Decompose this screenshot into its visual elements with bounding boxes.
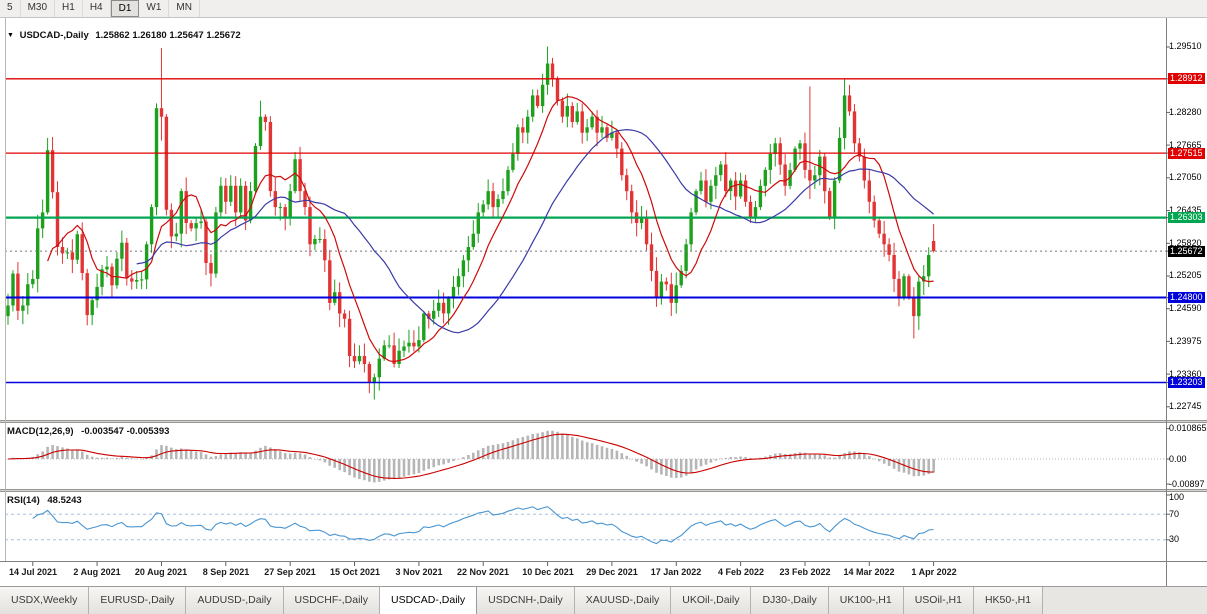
timeframe-toolbar: 5 M30 H1 H4 D1 W1 MN xyxy=(0,0,1207,18)
chart-tab-eurusd-daily[interactable]: EURUSD-,Daily xyxy=(89,587,187,614)
timeframe-button-d1[interactable]: D1 xyxy=(110,0,140,17)
date-axis-label: 14 Mar 2022 xyxy=(843,567,895,577)
chart-tab-audusd-daily[interactable]: AUDUSD-,Daily xyxy=(186,587,284,614)
chart-tab-xauusd-daily[interactable]: XAUUSD-,Daily xyxy=(574,587,672,614)
macd-values: -0.003547 -0.005393 xyxy=(81,426,170,437)
price-axis-label: 1.23203 xyxy=(1168,377,1205,388)
macd-axis-label: 0.010865 xyxy=(1169,423,1207,433)
date-axis-label: 14 Jul 2021 xyxy=(8,567,58,577)
date-axis-label: 1 Apr 2022 xyxy=(911,567,957,577)
price-axis-label: 1.27050 xyxy=(1169,172,1202,182)
macd-indicator-label: MACD(12,26,9) -0.003547 -0.005393 xyxy=(7,426,169,437)
price-axis[interactable]: 1.29510 1.28912 1.28280 1.27665 1.27515 1.270… xyxy=(1166,0,1207,586)
rsi-axis-label: 100 xyxy=(1169,492,1185,502)
timeframe-button-mn[interactable]: MN xyxy=(169,0,200,17)
timeframe-button-h1[interactable]: H1 xyxy=(55,0,83,17)
moving-averages xyxy=(47,95,934,363)
price-axis-label-bid: 1.25672 xyxy=(1168,246,1205,257)
chart-tab-hk50-h1[interactable]: HK50-,H1 xyxy=(973,587,1044,614)
date-axis-label: 17 Jan 2022 xyxy=(650,567,702,577)
date-axis-label: 27 Sep 2021 xyxy=(264,567,316,577)
date-axis-label: 4 Feb 2022 xyxy=(717,567,765,577)
rsi-axis-label: 30 xyxy=(1169,534,1180,544)
date-axis-label: 23 Feb 2022 xyxy=(779,567,831,577)
chart-tab-ukoil-daily[interactable]: UKOil-,Daily xyxy=(671,587,752,614)
date-axis-label: 15 Oct 2021 xyxy=(329,567,381,577)
price-axis-label: 1.23975 xyxy=(1169,336,1202,346)
chart-tab-usdchf-daily[interactable]: USDCHF-,Daily xyxy=(283,587,381,614)
candlestick-series xyxy=(6,46,936,400)
price-axis-label: 1.23360 xyxy=(1169,369,1202,379)
chart-ohlc-values: 1.25862 1.26180 1.25647 1.25672 xyxy=(95,30,241,41)
chart-title: ▼ USDCAD-,Daily 1.25862 1.26180 1.25647 … xyxy=(7,30,245,41)
price-axis-label: 1.25820 xyxy=(1169,238,1202,248)
rsi-indicator-label: RSI(14) 48.5243 xyxy=(7,495,82,506)
chart-tab-usdcad-daily[interactable]: USDCAD-,Daily xyxy=(380,587,478,614)
date-axis-label: 29 Dec 2021 xyxy=(586,567,638,577)
horizontal-level-lines[interactable] xyxy=(5,78,1166,384)
macd-axis-label: -0.00897 xyxy=(1169,479,1205,489)
macd-axis-label: 0.00 xyxy=(1169,454,1187,464)
macd-name: MACD(12,26,9) xyxy=(7,426,74,437)
price-axis-label: 1.24590 xyxy=(1169,303,1202,313)
macd-indicator xyxy=(5,430,1166,483)
date-axis-label: 2 Aug 2021 xyxy=(73,567,121,577)
price-axis-label: 1.28912 xyxy=(1168,73,1205,84)
date-axis-label: 3 Nov 2021 xyxy=(395,567,443,577)
chart-frame xyxy=(0,18,1207,586)
price-axis-label: 1.26435 xyxy=(1169,205,1202,215)
date-axis-label: 20 Aug 2021 xyxy=(134,567,188,577)
price-axis-label: 1.22745 xyxy=(1169,401,1202,411)
timeframe-button-h4[interactable]: H4 xyxy=(83,0,111,17)
rsi-value: 48.5243 xyxy=(47,495,82,506)
rsi-axis-label: 70 xyxy=(1169,509,1180,519)
chart-tab-uk100-h1[interactable]: UK100-,H1 xyxy=(828,587,904,614)
price-axis-label: 1.29510 xyxy=(1169,41,1202,51)
date-axis-label: 10 Dec 2021 xyxy=(522,567,574,577)
price-axis-label: 1.27515 xyxy=(1168,148,1205,159)
symbol-dropdown-icon[interactable]: ▼ xyxy=(7,32,14,39)
price-axis-label: 1.26303 xyxy=(1168,212,1205,223)
chart-symbol-period: USDCAD-,Daily xyxy=(19,30,89,41)
timeframe-button-m30[interactable]: M30 xyxy=(21,0,56,17)
chart-tab-usoil-h1[interactable]: USOil-,H1 xyxy=(903,587,974,614)
chart-tab-usdcnh-daily[interactable]: USDCNH-,Daily xyxy=(477,587,575,614)
date-axis[interactable]: 14 Jul 2021 2 Aug 2021 20 Aug 2021 8 Sep 20… xyxy=(0,562,1166,586)
chart-tab-dj30-daily[interactable]: DJ30-,Daily xyxy=(751,587,829,614)
price-axis-label: 1.28280 xyxy=(1169,107,1202,117)
price-axis-label: 1.25205 xyxy=(1169,270,1202,280)
rsi-indicator xyxy=(5,506,1166,545)
timeframe-button-w1[interactable]: W1 xyxy=(139,0,170,17)
price-axis-label: 1.24800 xyxy=(1168,292,1205,303)
chart-tab-usdx-weekly[interactable]: USDX,Weekly xyxy=(0,587,90,614)
date-axis-label: 8 Sep 2021 xyxy=(202,567,250,577)
date-axis-label: 22 Nov 2021 xyxy=(456,567,510,577)
chart-tabs-bar: USDX,Weekly EURUSD-,Daily AUDUSD-,Daily USD… xyxy=(0,586,1207,614)
timeframe-button-5[interactable]: 5 xyxy=(0,0,21,17)
price-axis-label: 1.27665 xyxy=(1169,140,1202,150)
rsi-name: RSI(14) xyxy=(7,495,40,506)
